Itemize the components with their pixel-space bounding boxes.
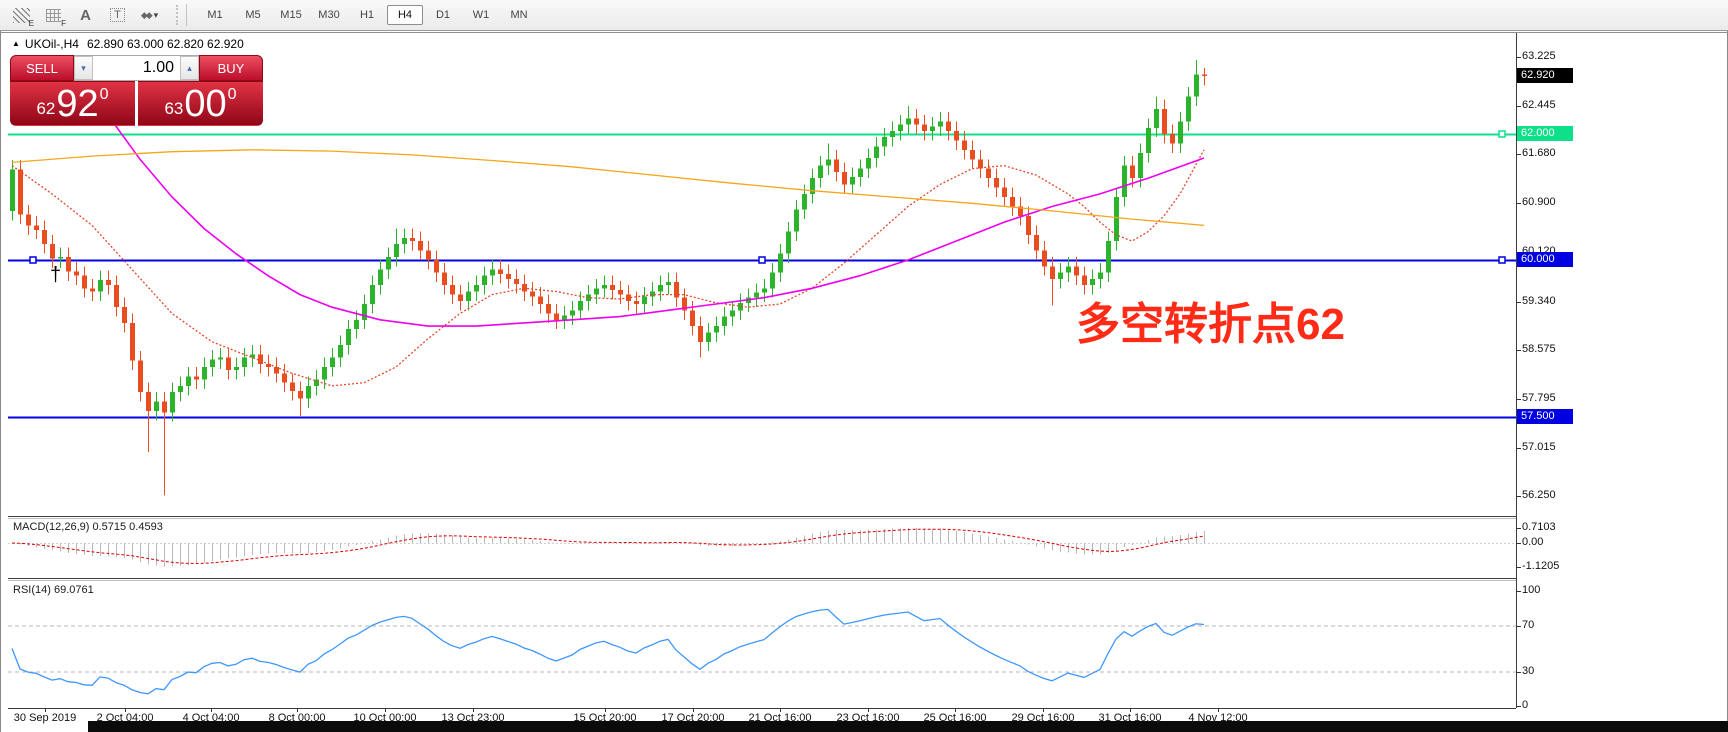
- rsi-pane: [8, 608, 1516, 695]
- ma-mid-magenta: [75, 73, 1205, 327]
- bottom-black-bar: [88, 721, 1728, 732]
- text-tool[interactable]: A: [72, 3, 99, 27]
- text-label-tool[interactable]: T: [104, 3, 131, 27]
- price-tick-label: 57.795: [1522, 391, 1556, 404]
- chevron-down-icon: ▾: [153, 9, 159, 20]
- volume-spinner[interactable]: ▾ 1.00 ▴: [74, 55, 199, 81]
- timeframe-h1[interactable]: H1: [359, 9, 375, 21]
- tool-sub-label: F: [61, 19, 66, 28]
- toolbar-tools: E F A T ◆◆ ▾: [8, 3, 168, 28]
- timeframe-mn[interactable]: MN: [510, 9, 528, 21]
- price-line-label: 57.500: [1517, 409, 1573, 425]
- price-tick-label: 57.015: [1522, 440, 1556, 453]
- shapes-icon: ◆◆: [140, 9, 153, 20]
- horizontal-line-objects: [8, 133, 1516, 419]
- axis-ticks: [45, 57, 1521, 712]
- price-tick-label: 60.900: [1522, 196, 1556, 209]
- macd-histogram: [8, 528, 1516, 567]
- price-tick-label: 56.250: [1522, 489, 1556, 501]
- rsi-tick-label: 30: [1522, 664, 1535, 677]
- volume-increase-button[interactable]: ▴: [180, 56, 199, 80]
- hline-handle[interactable]: [29, 256, 37, 264]
- price-line-label: 62.000: [1517, 126, 1573, 142]
- price-tick-label: 61.680: [1522, 147, 1556, 160]
- buy-button[interactable]: BUY: [199, 55, 263, 81]
- chart-frames: [0, 32, 1728, 709]
- macd-tick-label: 0.7103: [1522, 521, 1556, 533]
- buy-price-main: 00: [184, 82, 227, 125]
- toolbar-separator: [186, 4, 187, 26]
- text-label-icon: T: [110, 8, 125, 22]
- sell-price-box[interactable]: 62 92 0: [10, 81, 135, 126]
- macd-tick-label: 0.00: [1522, 536, 1544, 548]
- toolbar-grip[interactable]: [176, 5, 180, 25]
- hatch-icon: [13, 7, 30, 23]
- ohlc-values: 62.890 63.000 62.820 62.920: [86, 37, 244, 51]
- grid-tool[interactable]: F: [40, 3, 67, 28]
- timeframe-m15[interactable]: M15: [280, 9, 302, 21]
- symbol-marker-icon: ▲: [12, 39, 20, 48]
- timeframe-m5[interactable]: M5: [245, 9, 261, 21]
- time-tick-label: 30 Sep 2019: [13, 712, 77, 724]
- sell-price-main: 92: [56, 82, 99, 125]
- price-tick-label: 63.225: [1522, 50, 1556, 62]
- sell-price-pip: 0: [99, 86, 109, 103]
- sell-button[interactable]: SELL: [10, 55, 74, 81]
- rsi-line: [11, 608, 1205, 695]
- price-tick-label: 62.445: [1522, 99, 1556, 112]
- hline-handle[interactable]: [1498, 256, 1506, 264]
- symbol-title: UKOil-,H4: [24, 37, 79, 51]
- shapes-tool[interactable]: ◆◆ ▾: [136, 3, 163, 27]
- indicators-tool[interactable]: E: [8, 3, 35, 28]
- sell-price-prefix: 62: [36, 99, 56, 118]
- candlesticks: [10, 59, 1207, 496]
- cross-marker-object: †: [50, 264, 62, 286]
- toolbar: E F A T ◆◆ ▾ M1 M5 M15 M30 H1 H4 D1 W1 MN: [0, 0, 1728, 31]
- chart-annotation-text: 多空转折点62: [1076, 300, 1345, 349]
- timeframe-m1[interactable]: M1: [207, 9, 223, 21]
- grid-icon: [46, 8, 61, 22]
- price-line-label: 60.000: [1517, 251, 1573, 267]
- ma-fast-red: [11, 149, 1205, 387]
- rsi-tick-label: 70: [1522, 618, 1535, 631]
- macd-signal-line: [11, 528, 1205, 565]
- rsi-tick-label: 100: [1522, 584, 1541, 596]
- buy-price-box[interactable]: 63 00 0: [138, 81, 263, 126]
- timeframe-w1[interactable]: W1: [472, 9, 490, 21]
- text-a-icon: A: [80, 6, 91, 24]
- volume-value[interactable]: 1.00: [142, 59, 174, 76]
- macd-indicator-label: MACD(12,26,9) 0.5715 0.4593: [13, 521, 163, 533]
- price-tick-label: 58.575: [1522, 342, 1556, 355]
- timeframe-m30[interactable]: M30: [318, 9, 340, 21]
- buy-price-pip: 0: [227, 86, 237, 103]
- hline-handle[interactable]: [758, 256, 766, 264]
- chart-window: [0, 31, 1728, 732]
- ma-slow-orange: [11, 149, 1205, 227]
- tool-sub-label: E: [28, 19, 34, 28]
- one-click-trading-panel: SELL ▾ 1.00 ▴ BUY 62 92 0 63 00 0: [10, 55, 263, 126]
- volume-decrease-button[interactable]: ▾: [74, 56, 93, 80]
- buy-price-prefix: 63: [164, 99, 184, 118]
- price-line-label: 62.920: [1517, 68, 1573, 84]
- timeframe-h4[interactable]: H4: [387, 5, 423, 25]
- hline-handle[interactable]: [1498, 130, 1506, 138]
- rsi-tick-label: 0: [1522, 699, 1529, 711]
- macd-tick-label: -1.1205: [1522, 559, 1560, 572]
- price-tick-label: 59.340: [1522, 294, 1556, 307]
- chart-title-bar: ▲ UKOil-,H4 62.890 63.000 62.820 62.920: [12, 37, 244, 51]
- timeframe-group: M1 M5 M15 M30 H1 H4 D1 W1 MN: [197, 5, 539, 25]
- timeframe-d1[interactable]: D1: [435, 9, 451, 21]
- rsi-indicator-label: RSI(14) 69.0761: [13, 584, 94, 596]
